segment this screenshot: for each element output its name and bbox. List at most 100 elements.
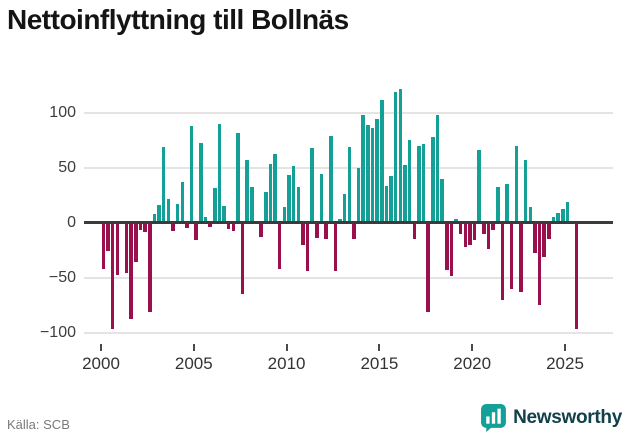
bar-2003-q4 (171, 222, 175, 232)
bar-2015-q4 (393, 91, 398, 223)
y-axis-label--100: −100 (39, 323, 76, 341)
bar-2005-q4 (208, 222, 212, 227)
bar-2002-q2 (143, 222, 147, 233)
x-axis-tick-2020 (471, 344, 474, 351)
bar-2006-q2 (217, 123, 222, 223)
gridline-y--50 (84, 276, 613, 279)
bar-2023-q1 (528, 207, 532, 223)
bar-2024-q3 (556, 212, 560, 223)
bar-2003-q3 (166, 199, 171, 223)
bar-2014-q1 (361, 114, 365, 223)
y-axis-label-0: 0 (67, 213, 76, 231)
newsworthy-logo-text: Newsworthy (513, 407, 622, 428)
bar-2001-q4 (134, 222, 138, 263)
x-axis-label-2010: 2010 (267, 354, 306, 373)
bar-2007-q3 (240, 222, 245, 294)
bar-2017-q4 (431, 136, 435, 223)
bar-2005-q3 (203, 217, 208, 223)
bar-2011-q2 (310, 147, 314, 223)
bar-2017-q2 (421, 144, 426, 223)
bar-2022-q1 (509, 222, 514, 289)
bar-2021-q3 (500, 222, 505, 300)
bar-2008-q4 (264, 191, 268, 223)
x-axis-tick-2025 (564, 344, 566, 351)
bar-2010-q3 (296, 187, 300, 223)
bar-2016-q2 (403, 165, 407, 223)
y-axis-label-50: 50 (58, 158, 76, 176)
bar-2013-q2 (347, 146, 351, 223)
bar-2014-q3 (370, 127, 375, 223)
bar-2006-q1 (213, 188, 217, 223)
bar-2005-q2 (199, 143, 203, 223)
bar-2000-q4 (115, 222, 119, 276)
bar-2008-q1 (250, 187, 254, 223)
bar-2015-q3 (389, 176, 393, 223)
bar-2004-q4 (189, 125, 194, 223)
x-axis-tick-2010 (285, 344, 288, 351)
bar-2023-q4 (542, 222, 546, 257)
bar-2004-q3 (185, 222, 189, 228)
bar-2020-q3 (482, 222, 486, 234)
bar-2022-q2 (514, 145, 519, 223)
bar-2023-q3 (537, 222, 542, 305)
bar-2013-q4 (356, 167, 361, 223)
gridline-y--100 (84, 331, 613, 334)
bar-2007-q1 (231, 222, 235, 232)
bar-2002-q4 (152, 213, 157, 223)
bar-2016-q4 (412, 222, 416, 239)
bar-2001-q3 (129, 222, 133, 320)
bar-2005-q1 (194, 222, 198, 241)
y-axis-label-100: 100 (49, 103, 76, 121)
bar-2012-q1 (324, 222, 328, 239)
bar-2010-q2 (291, 166, 296, 223)
bar-2018-q4 (449, 222, 454, 277)
bar-2024-q2 (551, 217, 556, 223)
bar-2020-q1 (472, 222, 477, 241)
bar-2019-q4 (468, 222, 472, 245)
gridline-y-100 (84, 111, 613, 114)
bar-2003-q1 (157, 204, 161, 223)
bar-2022-q4 (523, 159, 528, 223)
bar-2010-q4 (301, 222, 305, 245)
newsworthy-logo-icon (481, 404, 507, 432)
bar-2000-q2 (106, 222, 110, 252)
bar-2007-q4 (245, 159, 249, 223)
bar-2004-q1 (175, 203, 180, 223)
x-axis-label-2005: 2005 (174, 354, 213, 373)
bar-2025-q1 (565, 201, 570, 223)
bar-2020-q2 (477, 149, 481, 223)
bar-2010-q1 (287, 175, 291, 223)
bar-2012-q2 (329, 135, 333, 223)
bar-2009-q2 (273, 154, 277, 223)
bar-2002-q3 (148, 222, 152, 312)
bar-2019-q3 (463, 222, 467, 247)
bar-2000-q1 (101, 222, 106, 269)
x-axis-label-2015: 2015 (360, 354, 399, 373)
x-axis-tick-2005 (192, 344, 195, 351)
bar-2011-q3 (315, 222, 319, 238)
bar-2018-q3 (445, 222, 449, 270)
zero-axis-line (84, 221, 613, 224)
bar-2009-q4 (282, 207, 287, 223)
bar-2017-q1 (417, 145, 421, 223)
x-axis-tick-2000 (100, 344, 102, 351)
bar-2019-q1 (454, 219, 458, 223)
bar-2021-q4 (505, 184, 509, 223)
bar-2017-q3 (426, 222, 430, 312)
bar-2003-q2 (161, 146, 166, 223)
bar-2004-q2 (180, 181, 184, 223)
x-axis-label-2000: 2000 (82, 354, 120, 373)
bar-2021-q2 (496, 187, 500, 223)
bar-2024-q4 (561, 209, 565, 223)
bar-2020-q4 (486, 222, 491, 249)
bar-2016-q1 (398, 89, 403, 223)
y-axis-label--50: −50 (48, 268, 76, 286)
bar-2014-q4 (375, 119, 379, 223)
x-axis-label-2025: 2025 (546, 354, 584, 373)
bar-2022-q3 (519, 222, 523, 292)
bar-2015-q1 (380, 100, 384, 223)
bar-2019-q2 (458, 222, 463, 234)
bar-2007-q2 (236, 133, 240, 223)
bar-2013-q3 (352, 222, 356, 239)
